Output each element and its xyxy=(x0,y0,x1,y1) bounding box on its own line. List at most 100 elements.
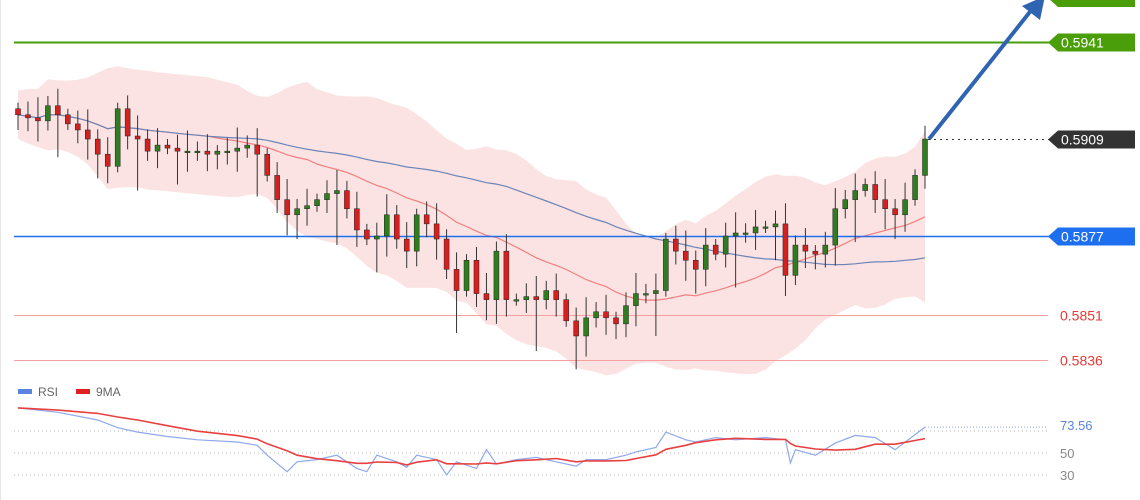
ma-legend-label: 9MA xyxy=(96,385,121,399)
ma-legend-swatch xyxy=(76,389,90,394)
candle-body xyxy=(354,208,360,231)
candle-body xyxy=(693,259,699,270)
candle-body xyxy=(204,150,211,155)
candle-body xyxy=(124,108,131,137)
candle-body xyxy=(762,226,769,229)
candle-body xyxy=(274,175,280,200)
candle-body xyxy=(384,214,390,237)
candle-body xyxy=(872,184,878,200)
candle-body xyxy=(443,238,450,270)
candle-body xyxy=(85,129,91,140)
candle-body xyxy=(164,144,171,149)
candle-body xyxy=(104,153,111,167)
rsi-ma-line xyxy=(17,407,926,466)
price-levels: 0.5941 0.5909 0.5877 0.5851 0.5836 xyxy=(14,0,1135,369)
candle-body xyxy=(154,144,161,152)
candle-body xyxy=(114,108,121,167)
candle-body xyxy=(374,235,380,240)
candle-body xyxy=(413,214,420,252)
level-label: 0.5941 xyxy=(1061,35,1104,51)
candle-body xyxy=(653,290,659,294)
arrow-head xyxy=(1022,0,1045,20)
candle-body xyxy=(45,105,51,122)
candle-body xyxy=(25,114,31,119)
rsi-last-value: 73.56 xyxy=(1060,418,1093,433)
candle-body xyxy=(752,226,759,234)
rsi-tick-50: 50 xyxy=(1060,446,1074,461)
candle-body xyxy=(15,108,21,116)
rsi-legend-swatch xyxy=(18,389,32,394)
candle-body xyxy=(513,299,520,302)
candle-body xyxy=(812,250,819,255)
candle-body xyxy=(623,305,629,325)
level-label: 0.5909 xyxy=(1061,132,1104,148)
candle-body xyxy=(493,250,500,300)
candle-body xyxy=(523,296,530,300)
target-level-box xyxy=(1050,0,1135,7)
candle-body xyxy=(284,199,290,216)
bollinger-bands xyxy=(17,66,926,376)
candle-body xyxy=(852,190,858,200)
candle-body xyxy=(403,238,410,252)
level-label: 0.5836 xyxy=(1060,353,1103,369)
candle-body xyxy=(822,244,829,255)
candle-body xyxy=(334,190,340,194)
candle-body xyxy=(344,190,350,209)
level-label: 0.5851 xyxy=(1060,308,1103,324)
candle-body xyxy=(563,299,569,322)
candle-body xyxy=(732,232,739,237)
candle-body xyxy=(832,208,839,246)
candle-body xyxy=(144,138,151,152)
candle-body xyxy=(433,223,440,240)
candle-body xyxy=(583,317,589,337)
candle-body xyxy=(912,175,918,200)
candle-body xyxy=(573,320,579,337)
candle-body xyxy=(264,153,270,176)
candles xyxy=(15,88,928,370)
candle-body xyxy=(463,259,470,291)
candle-body xyxy=(613,317,619,325)
candle-body xyxy=(174,147,181,152)
candle-body xyxy=(712,244,719,255)
candle-body xyxy=(702,244,709,270)
candle-body xyxy=(533,296,540,300)
candle-body xyxy=(643,293,649,296)
candle-body xyxy=(214,150,221,155)
candle-body xyxy=(862,184,868,191)
candle-body xyxy=(922,138,928,176)
candle-body xyxy=(75,123,81,131)
rsi-tick-30: 30 xyxy=(1060,468,1074,483)
arrow-shaft xyxy=(927,6,1035,141)
candle-body xyxy=(683,250,689,261)
candle-body xyxy=(364,229,370,240)
candle-body xyxy=(314,199,320,206)
slow-ma-line xyxy=(17,114,926,266)
candle-body xyxy=(55,105,61,116)
candle-body xyxy=(503,250,510,300)
candle-body xyxy=(324,193,330,200)
candle-body xyxy=(543,290,550,300)
candle-body xyxy=(453,269,460,291)
candle-body xyxy=(184,150,191,153)
candle-body xyxy=(792,244,799,276)
level-label-box xyxy=(1048,130,1135,149)
bollinger-fill xyxy=(18,66,925,376)
candle-body xyxy=(772,223,779,228)
candle-body xyxy=(35,117,41,122)
candle-body xyxy=(244,144,250,149)
candle-body xyxy=(254,144,260,155)
rsi-panel: RSI 9MA 73.56 50 30 xyxy=(14,385,1093,483)
candle-body xyxy=(663,238,669,291)
candle-body xyxy=(882,199,888,209)
candle-body xyxy=(553,290,559,300)
candle-body xyxy=(423,214,430,225)
candle-body xyxy=(224,150,231,153)
target-arrow xyxy=(927,0,1045,141)
candle-body xyxy=(94,138,101,155)
candle-body xyxy=(65,114,71,125)
candle-body xyxy=(742,232,749,235)
candle-body xyxy=(603,311,609,319)
candle-body xyxy=(842,199,849,209)
level-label: 0.5877 xyxy=(1061,229,1104,245)
